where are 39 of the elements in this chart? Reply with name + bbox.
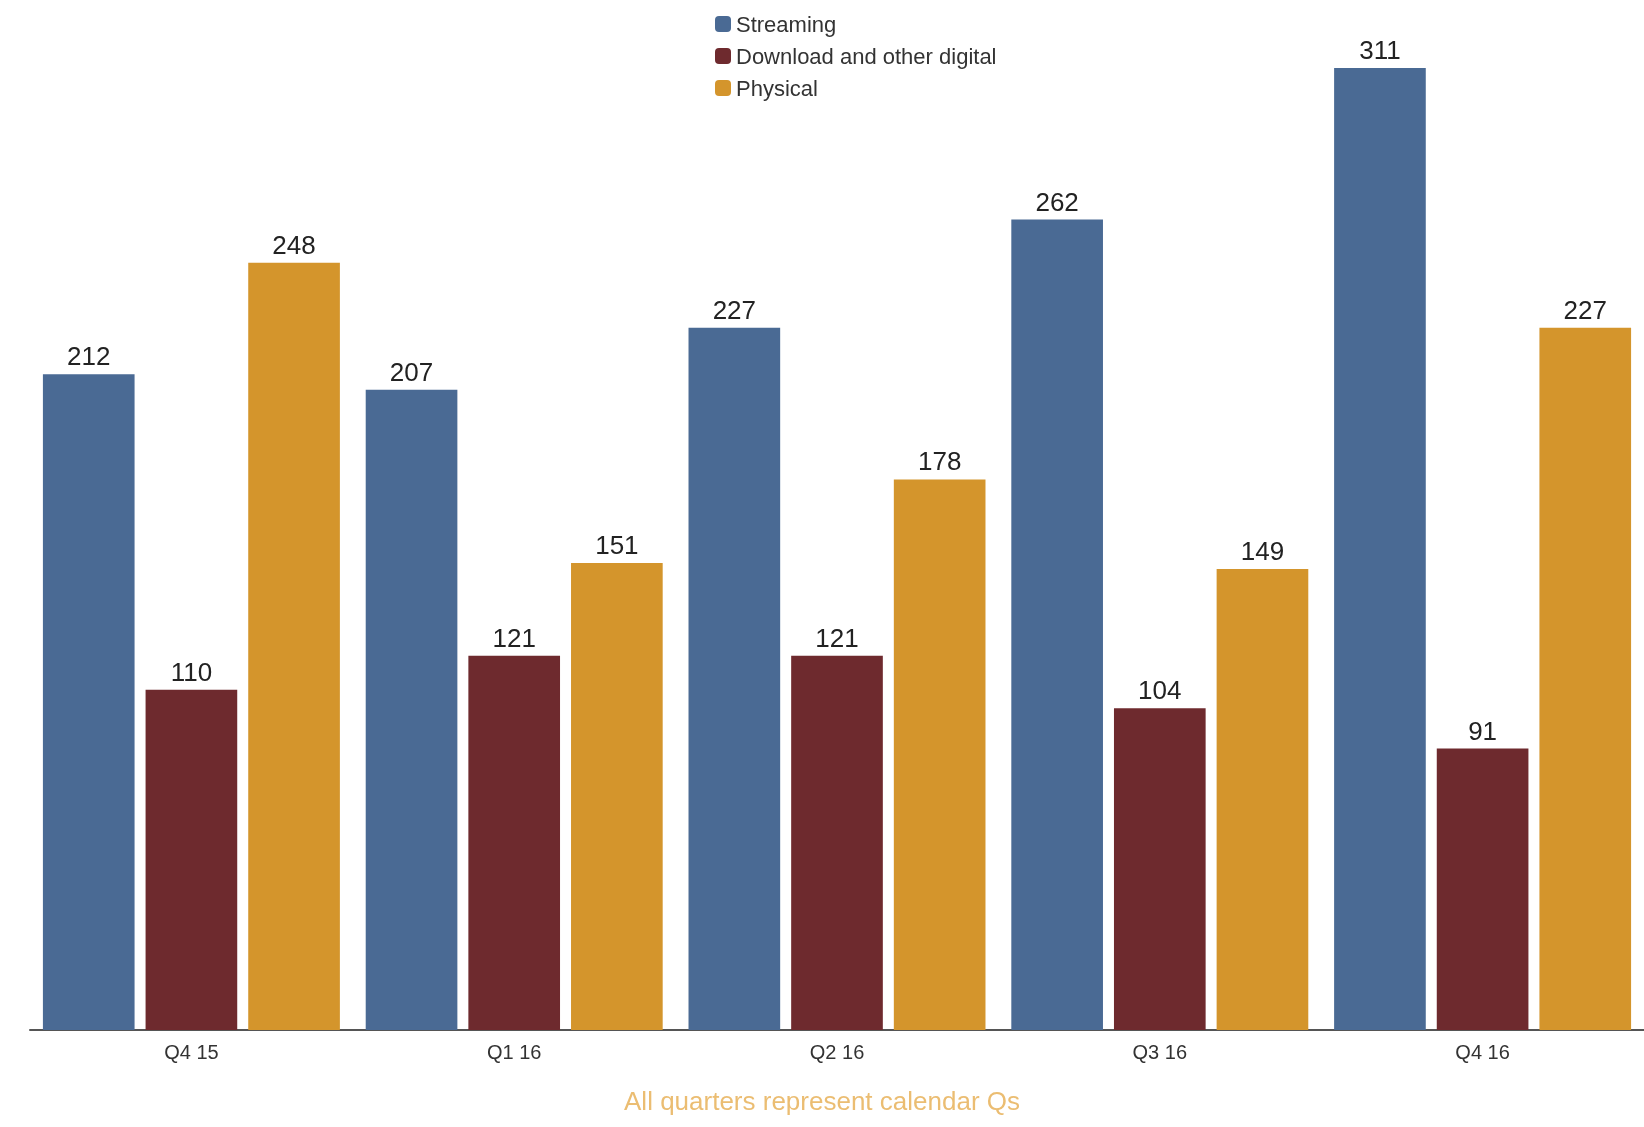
bar (1011, 219, 1103, 1030)
data-label: 227 (1563, 294, 1607, 325)
data-label: 149 (1240, 536, 1285, 567)
x-tick-label: Q3 16 (1132, 1041, 1188, 1063)
data-label: 91 (1468, 715, 1498, 746)
x-tick-label: Q4 16 (1455, 1041, 1510, 1063)
bar (145, 689, 238, 1030)
data-label: 121 (492, 622, 536, 653)
x-tick-label: Q4 15 (164, 1041, 219, 1063)
bar (1113, 708, 1206, 1030)
bar (1334, 68, 1426, 1030)
legend-label: Streaming (736, 11, 837, 37)
data-label: 262 (1035, 186, 1079, 217)
x-tick-label: Q2 16 (809, 1041, 865, 1063)
bar (248, 262, 340, 1030)
bar (688, 327, 781, 1030)
data-label: 178 (917, 446, 962, 477)
bar (571, 562, 663, 1030)
x-tick-label: Q1 16 (486, 1041, 542, 1063)
data-label: 151 (595, 529, 639, 560)
text: All quarters represent calendar Qs (624, 1086, 1020, 1116)
data-label: 207 (389, 356, 434, 387)
data-label: 104 (1138, 675, 1182, 706)
legend-label: Download and other digital (736, 43, 997, 69)
bar (791, 655, 883, 1030)
legend-label: Physical (736, 75, 818, 101)
data-label: 311 (1359, 35, 1401, 65)
bar (468, 655, 561, 1030)
bar (365, 389, 458, 1030)
data-label: 121 (815, 622, 859, 653)
data-label: 110 (170, 656, 213, 687)
bar (893, 479, 986, 1030)
bar (1436, 748, 1529, 1030)
data-label: 248 (272, 229, 316, 260)
bar (1216, 569, 1309, 1030)
bar (1539, 327, 1632, 1030)
data-label: 212 (67, 341, 111, 372)
bar (42, 374, 135, 1030)
data-label: 227 (712, 294, 757, 325)
